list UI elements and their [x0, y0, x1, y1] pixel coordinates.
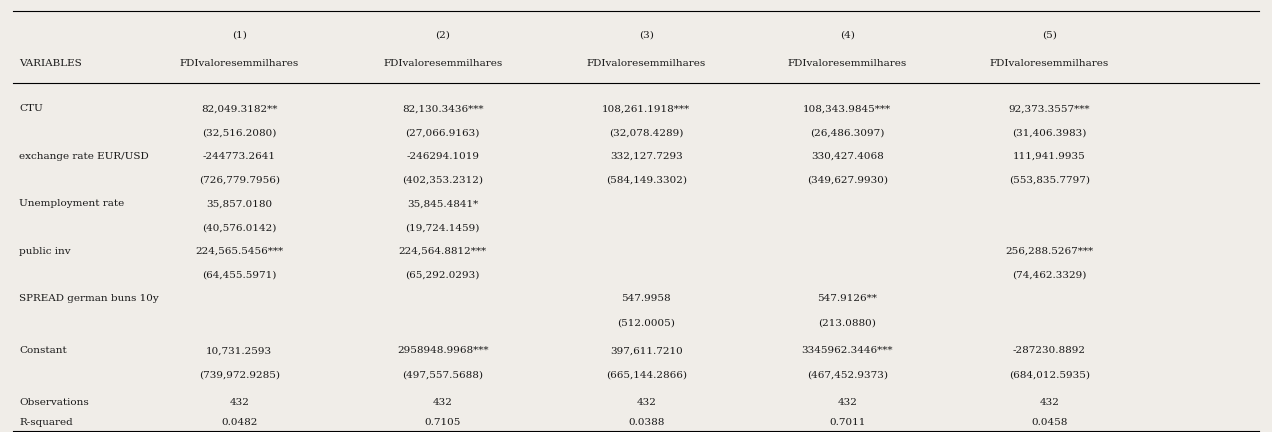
Text: public inv: public inv — [19, 247, 71, 256]
Text: (2): (2) — [435, 31, 450, 40]
Text: (64,455.5971): (64,455.5971) — [202, 271, 276, 280]
Text: 10,731.2593: 10,731.2593 — [206, 346, 272, 355]
Text: (4): (4) — [840, 31, 855, 40]
Text: (349,627.9930): (349,627.9930) — [806, 176, 888, 184]
Text: 92,373.3557***: 92,373.3557*** — [1009, 105, 1090, 113]
Text: (739,972.9285): (739,972.9285) — [198, 370, 280, 379]
Text: (402,353.2312): (402,353.2312) — [402, 176, 483, 184]
Text: 82,130.3436***: 82,130.3436*** — [402, 105, 483, 113]
Text: 2958948.9968***: 2958948.9968*** — [397, 346, 488, 355]
Text: 547.9126**: 547.9126** — [817, 295, 878, 303]
Text: (65,292.0293): (65,292.0293) — [406, 271, 480, 280]
Text: (40,576.0142): (40,576.0142) — [202, 223, 276, 232]
Text: 432: 432 — [229, 398, 249, 407]
Text: (27,066.9163): (27,066.9163) — [406, 128, 480, 137]
Text: (19,724.1459): (19,724.1459) — [406, 223, 480, 232]
Text: (5): (5) — [1042, 31, 1057, 40]
Text: SPREAD german buns 10y: SPREAD german buns 10y — [19, 295, 159, 303]
Text: (31,406.3983): (31,406.3983) — [1013, 128, 1086, 137]
Text: 82,049.3182**: 82,049.3182** — [201, 105, 277, 113]
Text: (74,462.3329): (74,462.3329) — [1013, 271, 1086, 280]
Text: 0.0458: 0.0458 — [1032, 418, 1067, 426]
Text: FDIvaloresemmilhares: FDIvaloresemmilhares — [990, 59, 1109, 68]
Text: Unemployment rate: Unemployment rate — [19, 200, 125, 208]
Text: FDIvaloresemmilhares: FDIvaloresemmilhares — [179, 59, 299, 68]
Text: (512.0005): (512.0005) — [617, 318, 675, 327]
Text: 432: 432 — [636, 398, 656, 407]
Text: 397,611.7210: 397,611.7210 — [609, 346, 683, 355]
Text: (584,149.3302): (584,149.3302) — [605, 176, 687, 184]
Text: Observations: Observations — [19, 398, 89, 407]
Text: (1): (1) — [232, 31, 247, 40]
Text: 432: 432 — [1039, 398, 1060, 407]
Text: exchange rate EUR/USD: exchange rate EUR/USD — [19, 152, 149, 161]
Text: Constant: Constant — [19, 346, 67, 355]
Text: 35,857.0180: 35,857.0180 — [206, 200, 272, 208]
Text: 330,427.4068: 330,427.4068 — [810, 152, 884, 161]
Text: (213.0880): (213.0880) — [818, 318, 876, 327]
Text: -246294.1019: -246294.1019 — [406, 152, 480, 161]
Text: 35,845.4841*: 35,845.4841* — [407, 200, 478, 208]
Text: 0.7105: 0.7105 — [425, 418, 460, 426]
Text: (497,557.5688): (497,557.5688) — [402, 370, 483, 379]
Text: 432: 432 — [432, 398, 453, 407]
Text: 332,127.7293: 332,127.7293 — [609, 152, 683, 161]
Text: -287230.8892: -287230.8892 — [1013, 346, 1086, 355]
Text: (467,452.9373): (467,452.9373) — [806, 370, 888, 379]
Text: (665,144.2866): (665,144.2866) — [605, 370, 687, 379]
Text: 3345962.3446***: 3345962.3446*** — [801, 346, 893, 355]
Text: 108,261.1918***: 108,261.1918*** — [602, 105, 691, 113]
Text: CTU: CTU — [19, 105, 43, 113]
Text: R-squared: R-squared — [19, 418, 73, 426]
Text: (684,012.5935): (684,012.5935) — [1009, 370, 1090, 379]
Text: 224,565.5456***: 224,565.5456*** — [195, 247, 284, 256]
Text: 0.7011: 0.7011 — [829, 418, 865, 426]
Text: FDIvaloresemmilhares: FDIvaloresemmilhares — [586, 59, 706, 68]
Text: VARIABLES: VARIABLES — [19, 59, 81, 68]
Text: (3): (3) — [639, 31, 654, 40]
Text: 0.0388: 0.0388 — [628, 418, 664, 426]
Text: 432: 432 — [837, 398, 857, 407]
Text: FDIvaloresemmilhares: FDIvaloresemmilhares — [383, 59, 502, 68]
Text: 0.0482: 0.0482 — [221, 418, 257, 426]
Text: (32,078.4289): (32,078.4289) — [609, 128, 683, 137]
Text: 224,564.8812***: 224,564.8812*** — [398, 247, 487, 256]
Text: (26,486.3097): (26,486.3097) — [810, 128, 884, 137]
Text: FDIvaloresemmilhares: FDIvaloresemmilhares — [787, 59, 907, 68]
Text: -244773.2641: -244773.2641 — [202, 152, 276, 161]
Text: 547.9958: 547.9958 — [621, 295, 672, 303]
Text: (32,516.2080): (32,516.2080) — [202, 128, 276, 137]
Text: 108,343.9845***: 108,343.9845*** — [803, 105, 892, 113]
Text: (553,835.7797): (553,835.7797) — [1009, 176, 1090, 184]
Text: (726,779.7956): (726,779.7956) — [198, 176, 280, 184]
Text: 256,288.5267***: 256,288.5267*** — [1005, 247, 1094, 256]
Text: 111,941.9935: 111,941.9935 — [1013, 152, 1086, 161]
